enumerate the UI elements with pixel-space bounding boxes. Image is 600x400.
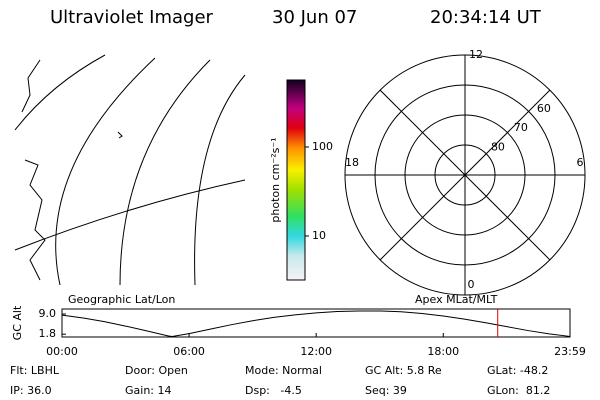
status-field: Seq: 39 <box>365 384 407 397</box>
map <box>14 54 246 286</box>
lat-label: 70 <box>514 121 528 134</box>
polar-grid <box>344 54 586 296</box>
lat-label: 80 <box>491 140 505 153</box>
status-field: GC Alt: 5.8 Re <box>365 364 442 377</box>
colorbar-label: photon cm⁻²s⁻¹ <box>269 137 282 222</box>
left-label: Geographic Lat/Lon <box>68 293 175 306</box>
x-tick-label: 00:00 <box>46 345 78 358</box>
status-field: Flt: LBHL <box>10 364 60 377</box>
colorbar-tick-label: 100 <box>312 140 333 153</box>
status-field: Gain: 14 <box>125 384 172 397</box>
status-field: GLon: 81.2 <box>487 384 550 397</box>
status-field: Mode: Normal <box>245 364 322 377</box>
lat-ring <box>434 144 496 206</box>
mlt-label: 6 <box>577 156 584 169</box>
status-field: Dsp: -4.5 <box>245 384 302 397</box>
x-tick-label: 18:00 <box>427 345 459 358</box>
mlt-label: 18 <box>345 156 359 169</box>
lat-ring <box>374 84 556 266</box>
altitude-line <box>61 310 571 337</box>
status-field: Door: Open <box>125 364 188 377</box>
mlt-label: 12 <box>469 48 483 61</box>
status-field: GLat: -48.2 <box>487 364 548 377</box>
title: Ultraviolet Imager <box>50 7 214 28</box>
lat-label: 60 <box>537 102 551 115</box>
y-tick-label: 9.0 <box>39 307 57 320</box>
mlt-label: 0 <box>468 278 475 291</box>
date: 30 Jun 07 <box>272 7 357 28</box>
y-tick-label: 1.8 <box>39 327 57 340</box>
lat-ring <box>404 114 526 236</box>
x-tick-label: 12:00 <box>300 345 332 358</box>
x-tick-label: 23:59 <box>554 345 586 358</box>
colorbar <box>286 79 306 281</box>
right-label: Apex MLat/MLT <box>415 293 498 306</box>
x-tick-label: 06:00 <box>173 345 205 358</box>
time: 20:34:14 UT <box>430 7 542 28</box>
colorbar-tick-label: 10 <box>312 229 326 242</box>
y-label: GC Alt <box>11 305 24 340</box>
status-field: IP: 36.0 <box>10 384 52 397</box>
